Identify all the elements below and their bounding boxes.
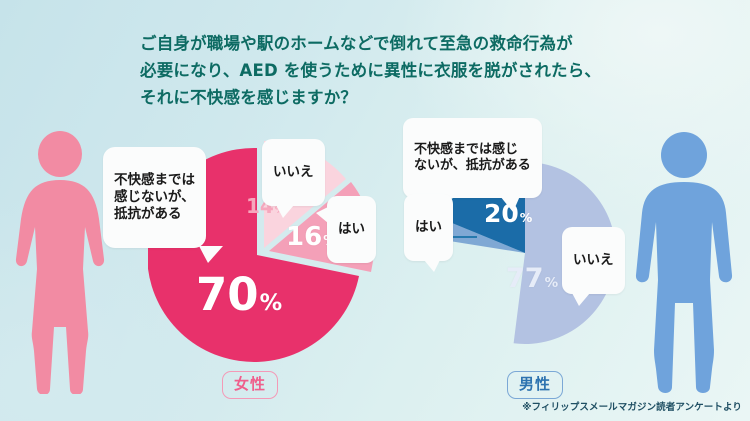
female-main-callout: 不快感までは 感じないが、 抵抗がある [103, 147, 223, 263]
pie-slice-male-yes [435, 218, 525, 253]
callout-tail [572, 293, 590, 306]
male-figure-icon [635, 132, 733, 393]
page-title: ご自身が職場や駅のホームなどで倒れて至急の救命行為が 必要になり、AED を使う… [140, 34, 602, 107]
male-yes-callout: はい [404, 194, 453, 272]
female-yes-callout: はい [316, 196, 376, 263]
female-main-callout-text: 不快感までは 感じないが、 抵抗がある [114, 172, 195, 222]
male-main-callout: 不快感までは感じ ないが、抵抗がある [403, 118, 542, 212]
male-no-callout: いいえ [562, 227, 625, 306]
callout-tail [316, 207, 328, 223]
male-yes-leader-line [433, 236, 477, 238]
female-figure-icon [15, 131, 105, 394]
female-badge: 女性 [222, 371, 279, 399]
male-yes-callout-text: はい [415, 219, 442, 235]
callout-tail [499, 196, 520, 212]
female-no-callout: いいえ [262, 139, 325, 218]
female-no-callout-text: いいえ [273, 164, 314, 180]
male-no-callout-text: いいえ [573, 252, 614, 268]
callout-tail [424, 260, 440, 272]
source-credit: ※フィリップスメールマガジン読者アンケートより [522, 402, 742, 413]
male-badge: 男性 [507, 371, 564, 399]
callout-tail [276, 205, 294, 218]
male-main-callout-text: 不快感までは感じ ないが、抵抗がある [414, 142, 531, 173]
female-yes-callout-text: はい [338, 221, 365, 237]
callout-tail [199, 246, 223, 263]
male-no-percent: 77% [506, 263, 559, 294]
female-main-percent: 70% [196, 268, 283, 321]
